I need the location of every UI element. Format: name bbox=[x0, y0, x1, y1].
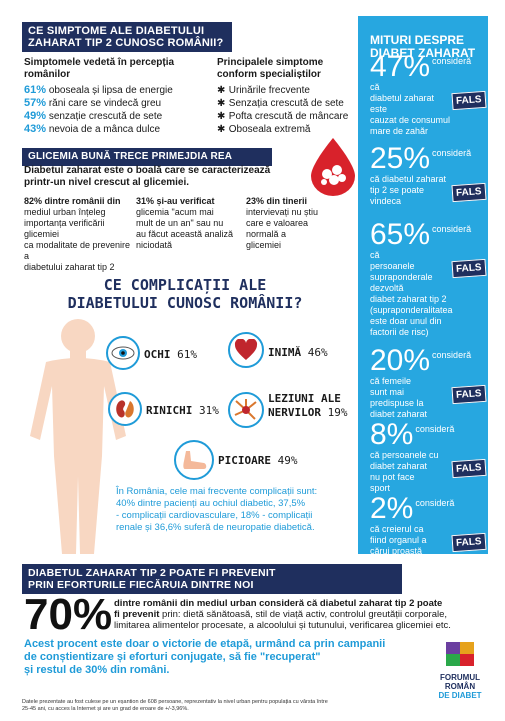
complications-title: CE COMPLICAȚII ALE DIABETULUI CUNOSC ROM… bbox=[60, 276, 310, 312]
fals-stamp: FALS bbox=[452, 385, 487, 404]
fals-stamp: FALS bbox=[452, 259, 487, 278]
myth-text: că femeile sunt mai predispuse la diabet za… bbox=[370, 376, 452, 420]
myth-pct: 8% bbox=[370, 420, 413, 450]
myth-text: că diabetul zaharat tip 2 se poate vindeca bbox=[370, 174, 452, 207]
forum-logo-icon bbox=[440, 640, 480, 668]
myth-pct: 20% bbox=[370, 346, 430, 376]
perception-item: 49% senzație crescută de sete bbox=[24, 110, 204, 123]
glycemia-intro: Diabetul zaharat este o boală care se ca… bbox=[24, 165, 324, 189]
perception-list: Simptomele vedetă în percepția românilor… bbox=[24, 57, 204, 136]
complication-eyes: OCHI 61% bbox=[144, 348, 197, 361]
perception-item: 43% nevoia de a mânca dulce bbox=[24, 123, 204, 136]
footnote: Datele prezentate au fost culese pe un e… bbox=[22, 699, 422, 713]
symptoms-section: CE SIMPTOME ALE DIABETULUI ZAHARAT TIP 2… bbox=[22, 22, 348, 140]
asterisk-icon: ✱ bbox=[217, 110, 226, 123]
myth-pct: 65% bbox=[370, 220, 430, 250]
fals-stamp: FALS bbox=[452, 459, 487, 478]
asterisk-icon: ✱ bbox=[217, 97, 226, 110]
glycemia-stat: 82% dintre românii din mediul urban înțel… bbox=[24, 196, 132, 273]
asterisk-icon: ✱ bbox=[217, 123, 226, 136]
glycemia-stat: 23% din tinerii intervievați nu știu care … bbox=[246, 196, 354, 251]
kidney-icon bbox=[108, 392, 142, 426]
complication-feet: PICIOARE 49% bbox=[218, 454, 297, 467]
complication-nerves: LEZIUNI ALE NERVILOR 19% bbox=[268, 392, 347, 420]
myth-pct: 2% bbox=[370, 494, 413, 524]
heart-icon bbox=[228, 332, 264, 368]
myth-consider: consideră bbox=[432, 224, 471, 234]
myth-consider: consideră bbox=[432, 56, 471, 66]
myth-text: că persoanele supraponderale dezvoltă diabet… bbox=[370, 250, 452, 338]
symptoms-title: CE SIMPTOME ALE DIABETULUI ZAHARAT TIP 2… bbox=[22, 22, 232, 52]
myth-text: că diabetul zaharat este cauzat de consumu… bbox=[370, 82, 452, 137]
myth-consider: consideră bbox=[415, 424, 454, 434]
fals-stamp: FALS bbox=[452, 91, 487, 110]
specialists-list: Principalele simptome conform specialișt… bbox=[217, 57, 357, 136]
complication-heart: INIMĂ 46% bbox=[268, 346, 328, 359]
myth-item: 65% consideră că persoanele supraponderale de… bbox=[370, 220, 486, 338]
perception-item: 57% răni care se vindecă greu bbox=[24, 97, 204, 110]
specialist-item: ✱ Oboseala extremă bbox=[217, 123, 357, 136]
blood-drop-icon bbox=[307, 136, 359, 196]
foot-icon bbox=[174, 440, 214, 480]
myth-pct: 47% bbox=[370, 52, 430, 82]
prevention-section: DIABETUL ZAHARAT TIP 2 POATE FI PREVENIT… bbox=[22, 564, 492, 694]
fals-stamp: FALS bbox=[452, 183, 487, 202]
specialist-item: ✱ Urinările frecvente bbox=[217, 84, 357, 97]
myth-item: 47% consideră că diabetul zaharat este cauza… bbox=[370, 52, 486, 137]
specialist-item: ✱ Pofta crescută de mâncare bbox=[217, 110, 357, 123]
complication-kidneys: RINICHI 31% bbox=[146, 404, 219, 417]
myth-pct: 25% bbox=[370, 144, 430, 174]
fals-stamp: FALS bbox=[452, 533, 487, 552]
prevention-highlight: Acest procent este doar o victorie de et… bbox=[24, 638, 424, 677]
myth-consider: consideră bbox=[432, 148, 471, 158]
myth-item: 25% consideră că diabetul zaharat tip 2 se … bbox=[370, 144, 486, 207]
complications-summary: În România, cele mai frecvente complicaț… bbox=[116, 486, 356, 534]
myths-sidebar: MITURI DESPRE DIABET ZAHARAT 47% consider… bbox=[358, 16, 488, 554]
glycemia-section: GLICEMIA BUNĂ TRECE PRIMEJDIA REA Diabet… bbox=[22, 148, 352, 266]
complications-section: CE COMPLICAȚII ALE DIABETULUI CUNOSC ROM… bbox=[0, 268, 352, 556]
prevention-main-text: dintre românii din mediul urban consider… bbox=[114, 598, 494, 631]
forum-logo: FORUMUL ROMÂN DE DIABET bbox=[430, 640, 490, 700]
prevention-big-pct: 70% bbox=[24, 592, 112, 638]
glycemia-title: GLICEMIA BUNĂ TRECE PRIMEJDIA REA bbox=[22, 148, 272, 166]
nerve-icon bbox=[228, 392, 264, 428]
myth-consider: consideră bbox=[432, 350, 471, 360]
myth-item: 8% consideră că persoanele cu diabet zahara… bbox=[370, 420, 486, 494]
glycemia-stat: 31% și-au verificat glicemia "acum mai mul… bbox=[136, 196, 244, 251]
eye-icon bbox=[106, 336, 140, 370]
perception-heading: Simptomele vedetă în percepția românilor bbox=[24, 57, 204, 81]
myth-text: că persoanele cu diabet zaharat nu pot fac… bbox=[370, 450, 452, 494]
asterisk-icon: ✱ bbox=[217, 84, 226, 97]
perception-item: 61% oboseala și lipsa de energie bbox=[24, 84, 204, 97]
myth-item: 20% consideră că femeile sunt mai predispuse… bbox=[370, 346, 486, 420]
specialists-heading: Principalele simptome conform specialișt… bbox=[217, 57, 357, 81]
specialist-item: ✱ Senzația crescută de sete bbox=[217, 97, 357, 110]
myth-consider: consideră bbox=[415, 498, 454, 508]
